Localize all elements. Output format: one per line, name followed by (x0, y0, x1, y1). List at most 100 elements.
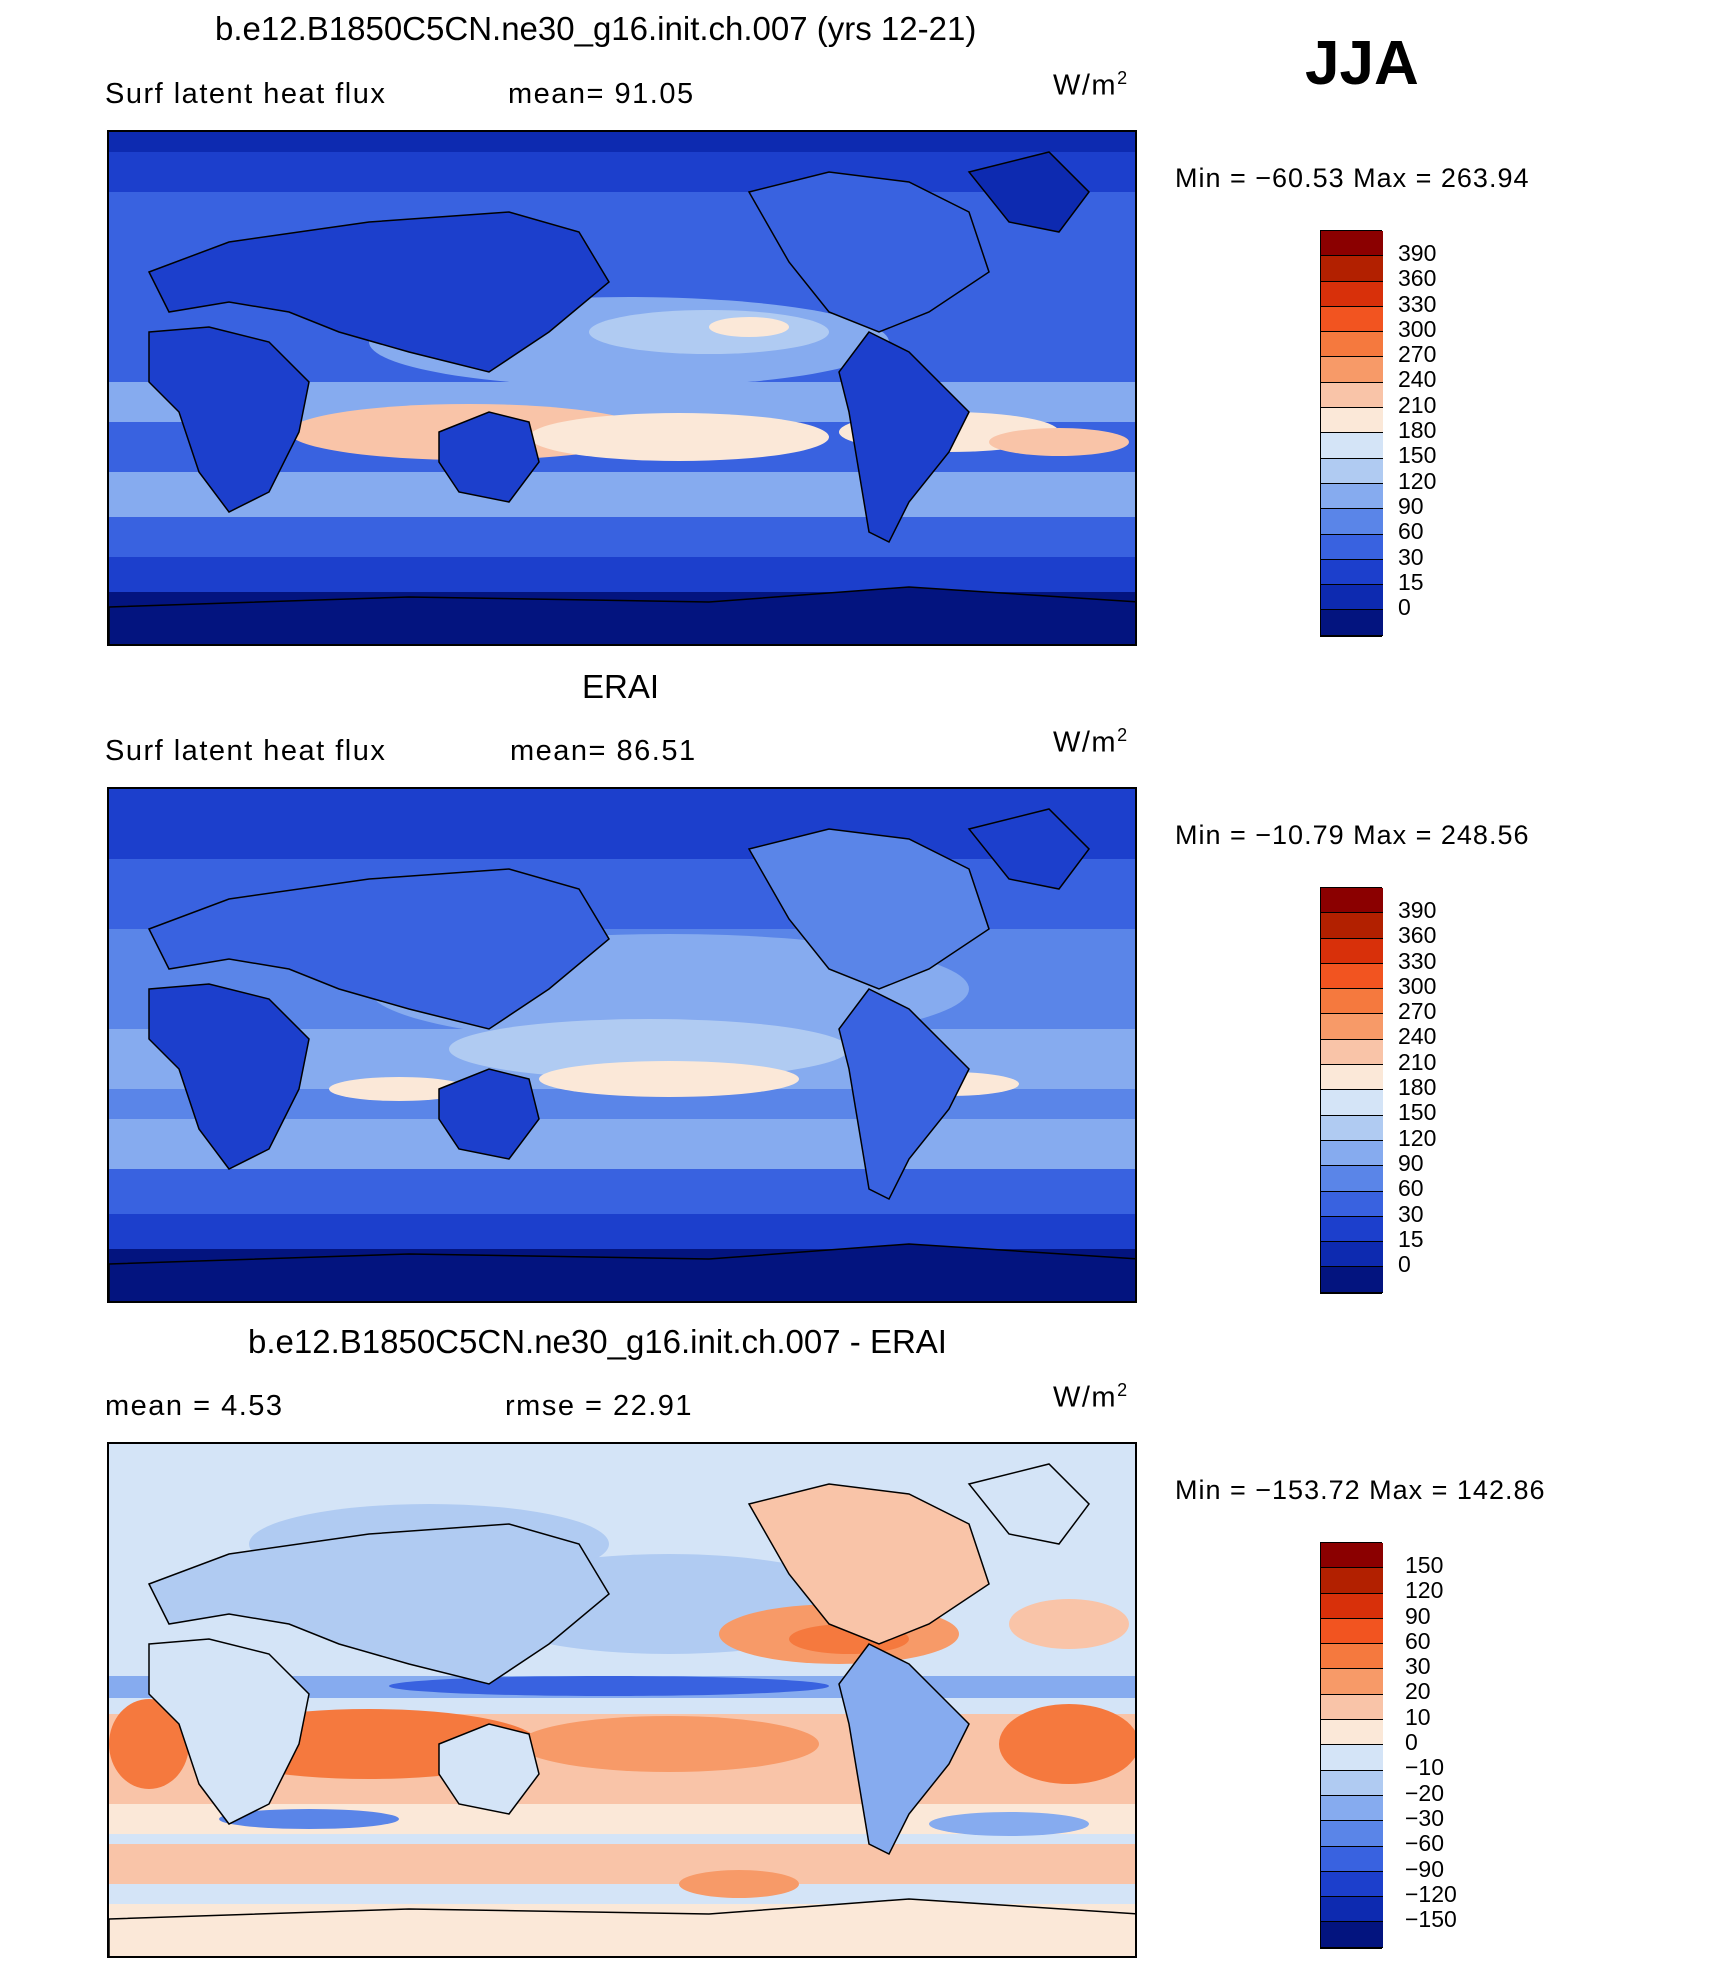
colorbar-level-label: 30 (1405, 1653, 1431, 1680)
colorbar-swatch (1321, 306, 1383, 333)
colorbar-swatch (1321, 610, 1383, 636)
colorbar-level-label: 60 (1405, 1627, 1431, 1654)
colorbar-level-label: 60 (1398, 1175, 1424, 1202)
colorbar-swatch (1321, 888, 1383, 914)
colorbar-swatch (1321, 281, 1383, 307)
colorbar-swatch (1321, 1846, 1383, 1872)
colorbar-level-label: 150 (1398, 442, 1437, 469)
colorbar-swatch (1321, 585, 1383, 611)
panel-2-colorbar (1320, 887, 1383, 1294)
colorbar-level-label: 20 (1405, 1678, 1431, 1705)
colorbar-swatch (1321, 989, 1383, 1015)
panel-3-rmse-label: rmse = 22.91 (505, 1390, 694, 1422)
colorbar-swatch (1321, 1669, 1383, 1695)
panel-3-colorbar-labels: 150 120 90 60 30 20 10 0 −10 −20 −30 −60 −90 −120 −150 (1405, 1552, 1457, 1933)
colorbar-level-label: 90 (1398, 492, 1424, 519)
panel-1-colorbar-labels: 390 360 330 300 270 240 210 180 150 120 90 60 30 15 0 (1398, 240, 1437, 621)
colorbar-swatch (1321, 1922, 1383, 1948)
colorbar-level-label: 30 (1398, 543, 1424, 570)
colorbar-swatch (1321, 938, 1383, 964)
colorbar-swatch (1321, 1242, 1383, 1268)
colorbar-level-label: 300 (1398, 972, 1437, 999)
colorbar-swatch (1321, 1568, 1383, 1594)
colorbar-swatch (1321, 483, 1383, 510)
colorbar-swatch (1321, 1065, 1383, 1091)
colorbar-swatch (1321, 1090, 1383, 1116)
colorbar-level-label: 120 (1398, 1124, 1437, 1151)
colorbar-swatch (1321, 256, 1383, 282)
colorbar-swatch (1321, 913, 1383, 939)
colorbar-level-label: 270 (1398, 341, 1437, 368)
colorbar-swatch (1321, 1543, 1383, 1569)
colorbar-level-label: 150 (1398, 1099, 1437, 1126)
colorbar-level-label: 210 (1398, 391, 1437, 418)
colorbar-level-label: 360 (1398, 265, 1437, 292)
colorbar-swatch (1321, 231, 1383, 257)
colorbar-level-label: −120 (1405, 1880, 1457, 1907)
colorbar-swatch (1321, 1166, 1383, 1192)
season-label: JJA (1305, 29, 1419, 98)
colorbar-swatch (1321, 559, 1383, 586)
colorbar-level-label: 30 (1398, 1200, 1424, 1227)
panel-1-minmax: Min = −60.53 Max = 263.94 (1175, 163, 1530, 193)
colorbar-swatch (1321, 1745, 1383, 1771)
colorbar-swatch (1321, 1267, 1383, 1293)
panel-3-title: b.e12.B1850C5CN.ne30_g16.init.ch.007 - E… (248, 1323, 947, 1360)
colorbar-swatch (1321, 1897, 1383, 1923)
panel-3-units: W/m2 (1053, 1380, 1129, 1414)
colorbar-level-label: −90 (1405, 1855, 1445, 1882)
colorbar-level-label: 390 (1398, 897, 1437, 923)
colorbar-swatch (1321, 1191, 1383, 1217)
colorbar-swatch (1321, 357, 1383, 383)
colorbar-level-label: −30 (1405, 1804, 1445, 1831)
colorbar-swatch (1321, 1593, 1383, 1619)
colorbar-swatch (1321, 1871, 1383, 1898)
colorbar-level-label: −150 (1405, 1906, 1457, 1933)
colorbar-level-label: −60 (1405, 1830, 1445, 1857)
colorbar-swatch (1321, 1821, 1383, 1847)
colorbar-level-label: 330 (1398, 290, 1437, 317)
colorbar-level-label: 180 (1398, 1074, 1437, 1101)
colorbar-swatch (1321, 433, 1383, 459)
colorbar-swatch (1321, 1720, 1383, 1746)
colorbar-swatch (1321, 408, 1383, 434)
colorbar-swatch (1321, 1115, 1383, 1141)
colorbar-swatch (1321, 1014, 1383, 1040)
panel-2-minmax: Min = −10.79 Max = 248.56 (1175, 820, 1530, 850)
colorbar-swatch (1321, 1039, 1383, 1066)
panel-3-colorbar (1320, 1542, 1383, 1949)
colorbar-swatch (1321, 963, 1383, 990)
colorbar-swatch (1321, 1140, 1383, 1167)
panel-2-variable-label: Surf latent heat flux (105, 735, 387, 767)
colorbar-level-label: 240 (1398, 366, 1437, 393)
colorbar-swatch (1321, 332, 1383, 358)
colorbar-level-label: 0 (1398, 594, 1411, 621)
panel-3-mean-label: mean = 4.53 (105, 1390, 284, 1422)
colorbar-level-label: 240 (1398, 1023, 1437, 1050)
colorbar-level-label: 120 (1405, 1577, 1444, 1604)
colorbar-level-label: 0 (1405, 1729, 1418, 1756)
panel-3-minmax: Min = −153.72 Max = 142.86 (1175, 1475, 1546, 1505)
panel-1-mean-label: mean= 91.05 (508, 78, 695, 110)
colorbar-level-label: 270 (1398, 998, 1437, 1025)
panel-1-colorbar (1320, 230, 1383, 637)
panel-3-map (107, 1442, 1137, 1958)
panel-1-title: b.e12.B1850C5CN.ne30_g16.init.ch.007 (yr… (215, 10, 977, 47)
colorbar-level-label: 180 (1398, 417, 1437, 444)
colorbar-swatch (1321, 1795, 1383, 1822)
colorbar-level-label: 330 (1398, 947, 1437, 974)
colorbar-swatch (1321, 1216, 1383, 1243)
colorbar-level-label: 150 (1405, 1552, 1444, 1578)
panel-2-colorbar-labels: 390 360 330 300 270 240 210 180 150 120 90 60 30 15 0 (1398, 897, 1437, 1277)
colorbar-swatch (1321, 1694, 1383, 1721)
colorbar-level-label: −20 (1405, 1779, 1445, 1806)
colorbar-swatch (1321, 534, 1383, 560)
colorbar-swatch (1321, 509, 1383, 535)
colorbar-level-label: 300 (1398, 315, 1437, 342)
panel-2-units: W/m2 (1053, 725, 1129, 759)
colorbar-level-label: 120 (1398, 467, 1437, 494)
panel-1-map (107, 130, 1137, 646)
panel-1-units: W/m2 (1053, 68, 1129, 102)
panel-2-title: ERAI (582, 668, 660, 705)
colorbar-swatch (1321, 1770, 1383, 1796)
